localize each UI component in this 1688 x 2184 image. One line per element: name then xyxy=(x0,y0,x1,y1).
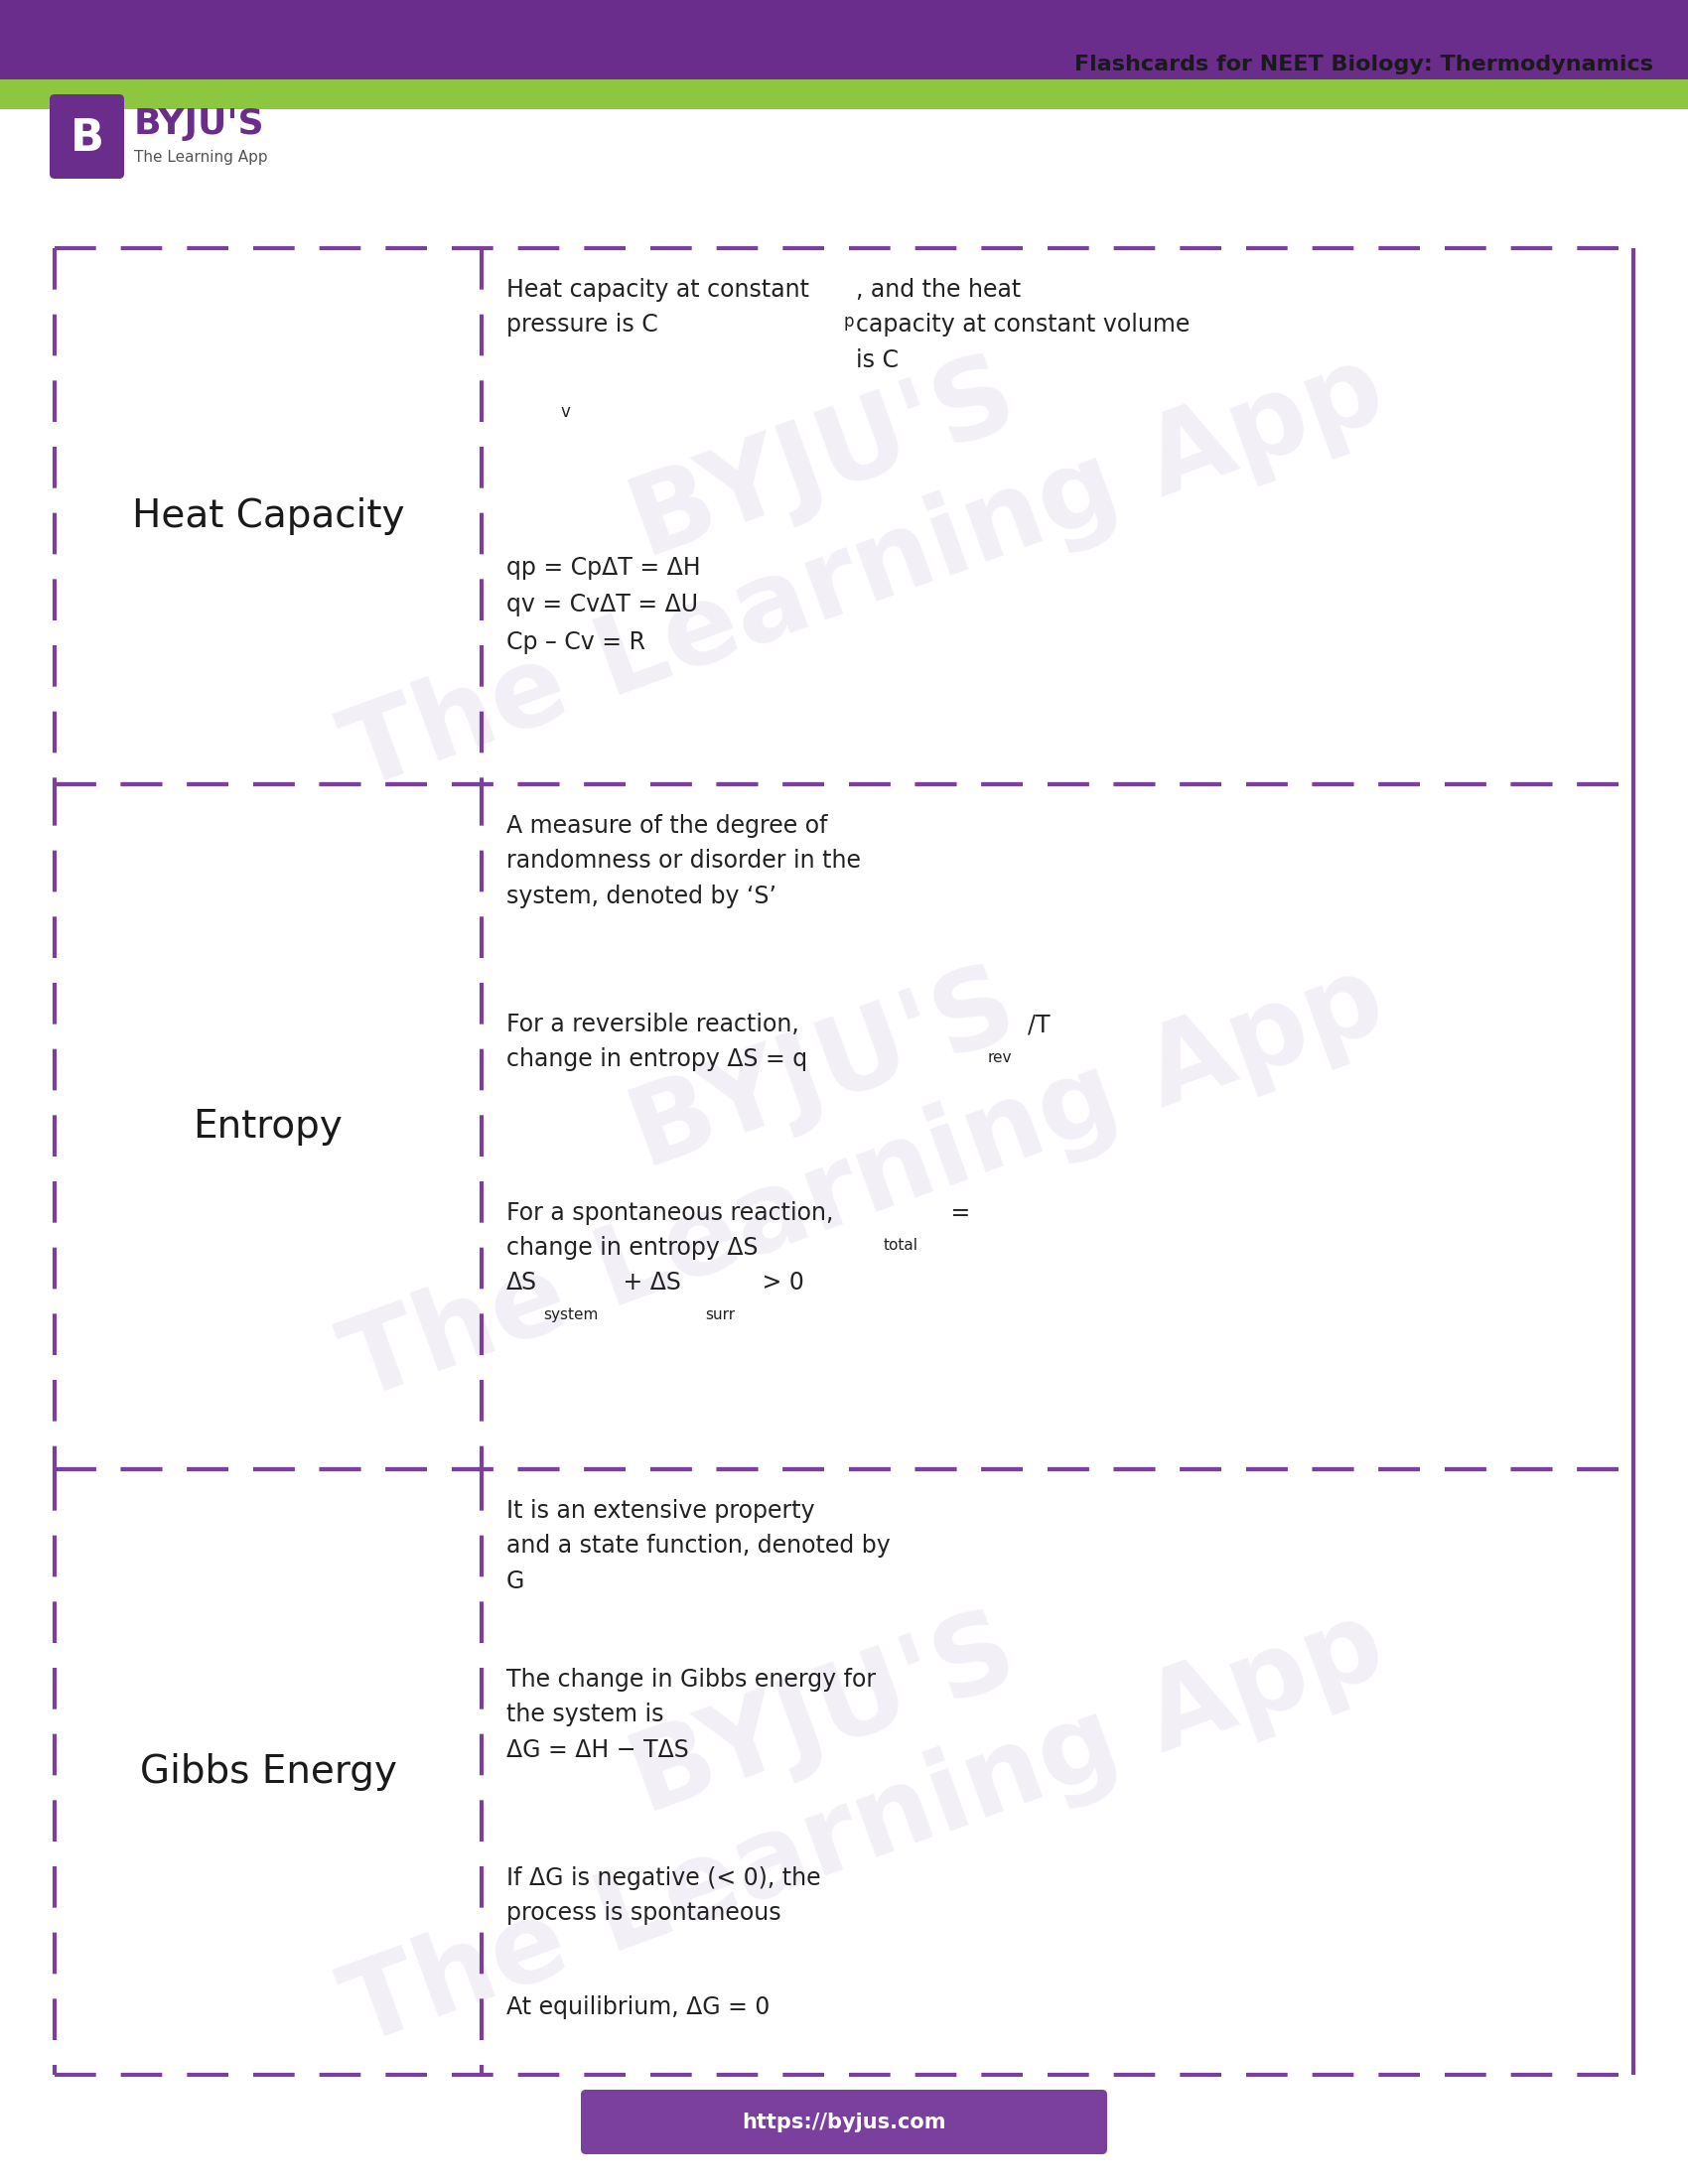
Text: It is an extensive property
and a state function, denoted by
G: It is an extensive property and a state … xyxy=(506,1498,891,1592)
Text: At equilibrium, ΔG = 0: At equilibrium, ΔG = 0 xyxy=(506,1996,770,2020)
Text: /T: /T xyxy=(1028,1013,1050,1037)
Text: The Learning App: The Learning App xyxy=(133,149,268,164)
Text: qp = CpΔT = ΔH
qv = CvΔT = ΔU
Cp – Cv = R: qp = CpΔT = ΔH qv = CvΔT = ΔU Cp – Cv = … xyxy=(506,557,701,653)
Text: rev: rev xyxy=(987,1051,1013,1066)
Text: Gibbs Energy: Gibbs Energy xyxy=(140,1754,397,1791)
Text: v: v xyxy=(560,404,571,422)
Text: ΔS: ΔS xyxy=(506,1271,537,1295)
Bar xyxy=(0,79,1688,109)
Bar xyxy=(0,0,1688,79)
Text: If ΔG is negative (< 0), the
process is spontaneous: If ΔG is negative (< 0), the process is … xyxy=(506,1867,820,1926)
Text: Flashcards for NEET Biology: Thermodynamics: Flashcards for NEET Biology: Thermodynam… xyxy=(1074,55,1653,74)
Text: surr: surr xyxy=(706,1308,734,1321)
Text: Entropy: Entropy xyxy=(192,1107,343,1147)
Text: BYJU'S: BYJU'S xyxy=(133,107,265,142)
Text: Heat Capacity: Heat Capacity xyxy=(132,498,405,535)
Text: Heat capacity at constant
pressure is C: Heat capacity at constant pressure is C xyxy=(506,277,809,336)
Text: https://byjus.com: https://byjus.com xyxy=(743,2112,945,2132)
Text: The change in Gibbs energy for
the system is
ΔG = ΔH − TΔS: The change in Gibbs energy for the syste… xyxy=(506,1669,876,1762)
Text: > 0: > 0 xyxy=(755,1271,803,1295)
Text: =: = xyxy=(944,1201,971,1225)
Text: For a spontaneous reaction,
change in entropy ΔS: For a spontaneous reaction, change in en… xyxy=(506,1201,834,1260)
Text: B: B xyxy=(71,118,105,159)
Text: p: p xyxy=(844,312,854,330)
FancyBboxPatch shape xyxy=(581,2090,1107,2153)
Text: system: system xyxy=(544,1308,598,1321)
FancyBboxPatch shape xyxy=(49,94,125,179)
Text: + ΔS: + ΔS xyxy=(616,1271,680,1295)
Text: total: total xyxy=(885,1238,918,1254)
Text: BYJU'S
The Learning App: BYJU'S The Learning App xyxy=(289,832,1399,1422)
Text: BYJU'S
The Learning App: BYJU'S The Learning App xyxy=(289,221,1399,812)
Text: , and the heat
capacity at constant volume
is C: , and the heat capacity at constant volu… xyxy=(856,277,1190,371)
Text: BYJU'S
The Learning App: BYJU'S The Learning App xyxy=(289,1476,1399,2068)
Text: A measure of the degree of
randomness or disorder in the
system, denoted by ‘S’: A measure of the degree of randomness or… xyxy=(506,815,861,909)
Text: For a reversible reaction,
change in entropy ΔS = q: For a reversible reaction, change in ent… xyxy=(506,1013,807,1072)
